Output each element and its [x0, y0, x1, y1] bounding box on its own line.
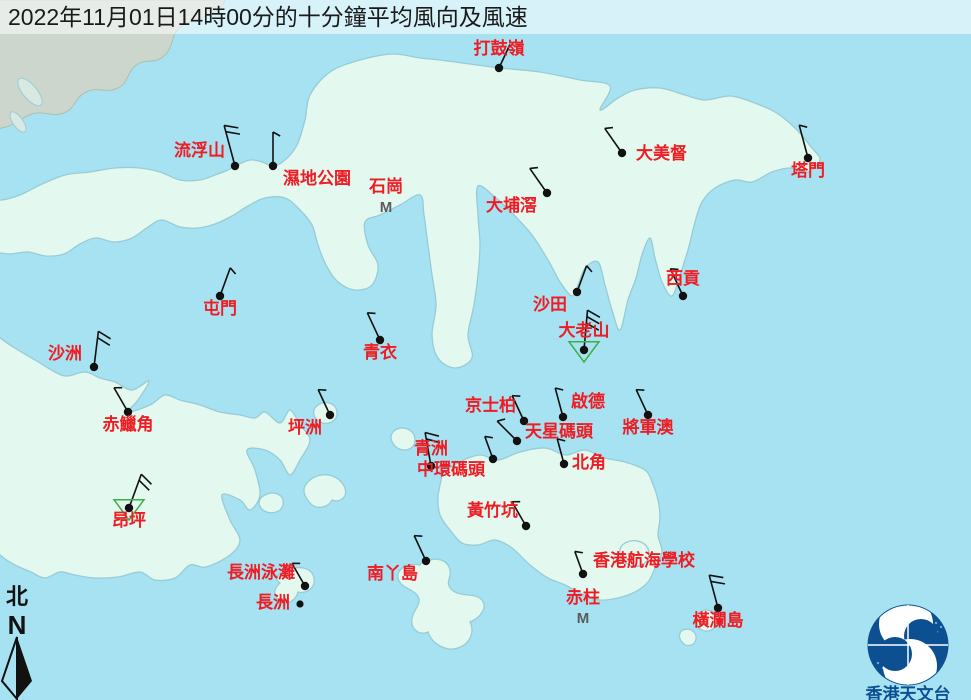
svg-text:赤鱲角: 赤鱲角	[103, 414, 154, 434]
svg-text:赤柱: 赤柱	[566, 587, 600, 607]
svg-text:啟德: 啟德	[571, 391, 605, 411]
svg-text:大埔滘: 大埔滘	[486, 195, 537, 215]
svg-text:京士柏: 京士柏	[465, 395, 516, 415]
svg-text:大老山: 大老山	[559, 320, 610, 340]
svg-text:屯門: 屯門	[203, 298, 237, 318]
svg-text:北: 北	[6, 584, 28, 609]
svg-text:天星碼頭: 天星碼頭	[525, 422, 594, 441]
svg-text:青洲: 青洲	[414, 438, 448, 458]
svg-text:橫瀾島: 橫瀾島	[693, 610, 744, 630]
svg-text:南丫島: 南丫島	[367, 563, 418, 583]
svg-text:青衣: 青衣	[363, 342, 397, 362]
svg-text:流浮山: 流浮山	[174, 140, 225, 160]
svg-text:N: N	[8, 610, 27, 640]
svg-text:昂坪: 昂坪	[112, 511, 146, 530]
svg-text:石崗: 石崗	[368, 177, 403, 196]
svg-text:塔門: 塔門	[791, 160, 825, 180]
svg-text:沙田: 沙田	[533, 295, 567, 314]
svg-text:大美督: 大美督	[636, 143, 687, 163]
svg-text:濕地公園: 濕地公園	[283, 168, 351, 188]
svg-text:坪洲: 坪洲	[288, 418, 322, 437]
svg-text:沙洲: 沙洲	[48, 344, 82, 363]
svg-text:西貢: 西貢	[666, 269, 700, 288]
svg-text:北角: 北角	[572, 452, 606, 472]
svg-text:香港航海學校: 香港航海學校	[593, 550, 696, 570]
svg-text:打鼓嶺: 打鼓嶺	[474, 38, 525, 58]
svg-text:M: M	[577, 610, 590, 627]
svg-text:長洲泳灘: 長洲泳灘	[227, 562, 295, 582]
svg-text:M: M	[380, 199, 393, 216]
svg-text:香港天文台: 香港天文台	[866, 684, 951, 700]
svg-text:將軍澳: 將軍澳	[623, 417, 675, 437]
svg-text:長洲: 長洲	[256, 593, 290, 612]
svg-text:黃竹坑: 黃竹坑	[466, 500, 518, 520]
svg-text:中環碼頭: 中環碼頭	[417, 459, 486, 479]
